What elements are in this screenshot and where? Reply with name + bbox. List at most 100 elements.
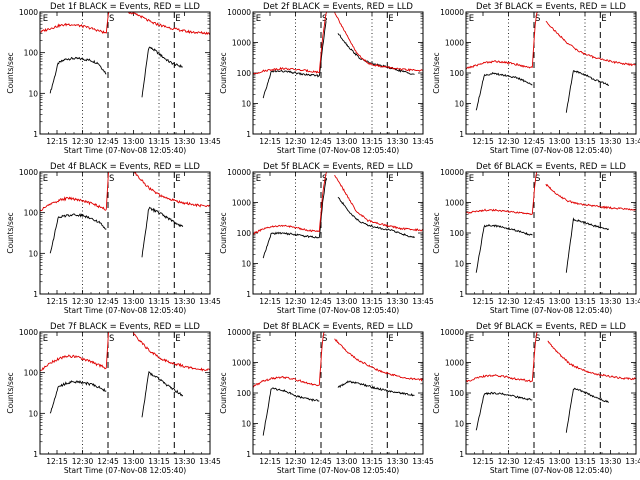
x-axis-label: Start Time (07-Nov-08 12:05:40) xyxy=(277,146,399,155)
y-tick-label: 10 xyxy=(28,89,38,98)
marker-label: E xyxy=(256,334,261,344)
events-series-line xyxy=(337,380,415,397)
lld-series-line xyxy=(318,12,330,73)
marker-label: S xyxy=(535,14,540,24)
y-tick-label: 10 xyxy=(454,260,464,269)
y-tick-label: 10 xyxy=(28,249,38,258)
events-series-line xyxy=(475,72,533,111)
y-tick-label: 10000 xyxy=(440,168,464,177)
lld-series-line xyxy=(105,332,112,369)
data-area xyxy=(40,332,210,418)
lld-series-line xyxy=(253,66,320,75)
events-series-line xyxy=(475,223,533,273)
x-tick-label: 13:45 xyxy=(199,137,221,146)
x-tick-label: 13:15 xyxy=(574,457,596,466)
y-tick-label: 100 xyxy=(450,69,465,78)
panel: Det 3f BLACK = Events, RED = LLD 12:15 12:… xyxy=(432,2,640,155)
x-tick-label: 13:30 xyxy=(174,137,196,146)
marker-label: E xyxy=(175,334,180,344)
panel: Det 2f BLACK = Events, RED = LLD 12:15 12:… xyxy=(219,2,434,155)
plot-frame xyxy=(465,171,637,295)
x-tick-label: 13:45 xyxy=(412,457,434,466)
data-area xyxy=(466,172,636,273)
plot-frame xyxy=(39,171,211,295)
y-tick-label: 100 xyxy=(237,229,252,238)
x-tick-label: 13:30 xyxy=(174,297,196,306)
x-tick-label: 13:00 xyxy=(123,297,145,306)
x-tick-label: 13:30 xyxy=(600,297,622,306)
data-area xyxy=(253,172,423,259)
y-tick-label: 100 xyxy=(24,369,39,378)
lld-series-line xyxy=(334,338,423,382)
x-tick-label: 13:45 xyxy=(412,137,434,146)
marker-label: E xyxy=(469,174,474,184)
x-tick-label: 12:30 xyxy=(285,297,307,306)
lld-series-line xyxy=(531,172,538,215)
data-area xyxy=(40,12,210,98)
y-tick-label: 100 xyxy=(24,49,39,58)
lld-series-line xyxy=(334,12,423,72)
y-tick-label: 10000 xyxy=(227,168,251,177)
marker-label: E xyxy=(469,14,474,24)
y-axis-label: Counts/sec xyxy=(6,52,15,93)
x-tick-label: 13:45 xyxy=(199,457,221,466)
x-axis-label: Start Time (07-Nov-08 12:05:40) xyxy=(64,306,186,315)
x-tick-label: 13:15 xyxy=(361,457,383,466)
plot-frame xyxy=(465,331,637,455)
y-axis-label: Counts/sec xyxy=(219,372,228,413)
y-tick-label: 1000 xyxy=(19,328,38,337)
plot-frame xyxy=(39,331,211,455)
panel-title: Det 2f BLACK = Events, RED = LLD xyxy=(263,2,413,12)
panel: Det 1f BLACK = Events, RED = LLD 12:15 12:… xyxy=(6,2,221,155)
panel-title: Det 1f BLACK = Events, RED = LLD xyxy=(50,2,200,12)
x-tick-label: 13:00 xyxy=(123,137,145,146)
marker-label: E xyxy=(175,14,180,24)
y-tick-label: 10 xyxy=(28,409,38,418)
marker-label: S xyxy=(535,174,540,184)
x-tick-label: 13:30 xyxy=(174,457,196,466)
y-tick-label: 1000 xyxy=(19,8,38,17)
y-axis-label: Counts/sec xyxy=(219,52,228,93)
x-tick-label: 13:15 xyxy=(361,297,383,306)
marker-label: S xyxy=(109,14,114,24)
y-tick-label: 10000 xyxy=(227,328,251,337)
x-tick-label: 13:30 xyxy=(387,297,409,306)
x-tick-label: 13:45 xyxy=(625,297,640,306)
y-axis-label: Counts/sec xyxy=(432,212,441,253)
x-tick-label: 12:45 xyxy=(523,297,545,306)
x-tick-label: 12:15 xyxy=(46,137,68,146)
lld-series-line xyxy=(125,172,210,208)
x-tick-label: 13:30 xyxy=(387,137,409,146)
y-tick-label: 1000 xyxy=(232,359,251,368)
lld-series-line xyxy=(466,60,533,70)
y-tick-label: 100 xyxy=(237,69,252,78)
x-tick-label: 12:45 xyxy=(97,297,119,306)
y-tick-label: 10 xyxy=(241,420,251,429)
marker-label: E xyxy=(256,14,261,24)
y-tick-label: 10 xyxy=(454,100,464,109)
y-tick-label: 1000 xyxy=(445,199,464,208)
y-tick-label: 10 xyxy=(454,420,464,429)
x-tick-label: 12:15 xyxy=(46,297,68,306)
data-area xyxy=(253,332,423,436)
x-axis-label: Start Time (07-Nov-08 12:05:40) xyxy=(64,146,186,155)
data-area xyxy=(466,332,636,433)
x-tick-label: 13:15 xyxy=(148,297,170,306)
events-series-line xyxy=(49,56,107,94)
x-axis-label: Start Time (07-Nov-08 12:05:40) xyxy=(490,466,612,475)
events-series-line xyxy=(49,213,107,254)
x-tick-label: 13:15 xyxy=(574,137,596,146)
plot-frame xyxy=(39,11,211,135)
x-axis-label: Start Time (07-Nov-08 12:05:40) xyxy=(490,146,612,155)
events-series-line xyxy=(262,69,320,99)
x-tick-label: 12:15 xyxy=(259,137,281,146)
x-tick-label: 12:15 xyxy=(472,137,494,146)
x-tick-label: 13:00 xyxy=(336,137,358,146)
plot-frame xyxy=(252,331,424,455)
events-series-line xyxy=(141,46,183,98)
y-tick-label: 1 xyxy=(33,450,38,459)
y-tick-label: 10 xyxy=(241,260,251,269)
marker-label: E xyxy=(469,334,474,344)
events-series-line xyxy=(475,391,533,431)
events-series-line xyxy=(262,387,320,436)
